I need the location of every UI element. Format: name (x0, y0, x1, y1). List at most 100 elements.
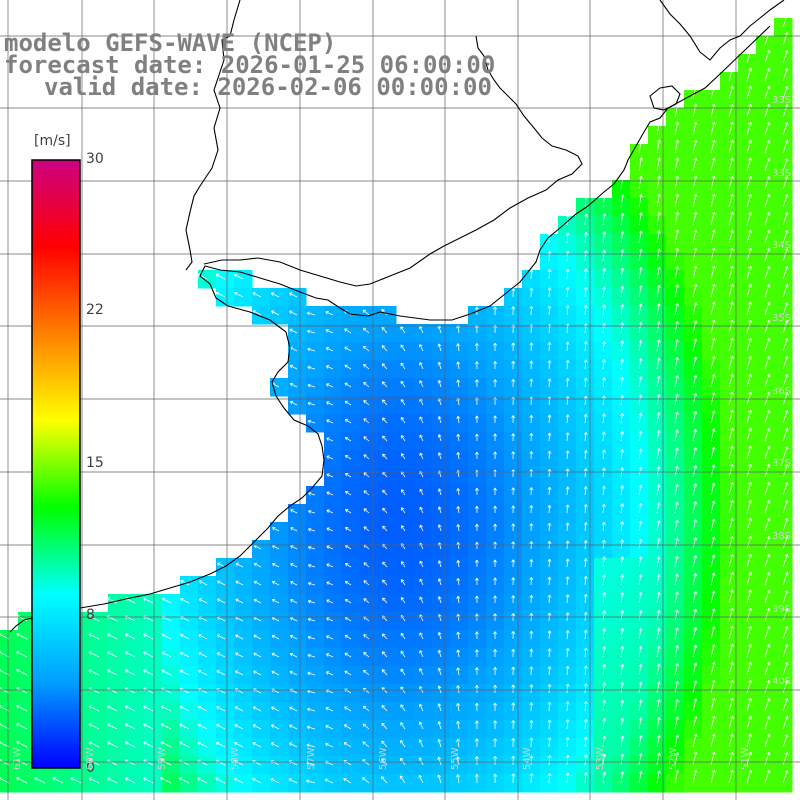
wind-arrow (620, 556, 624, 568)
field-cell (396, 558, 415, 577)
wind-arrow-head (180, 598, 184, 602)
wind-arrow-head (381, 308, 385, 313)
wind-arrow-head (693, 733, 698, 737)
wind-arrow-head (511, 541, 516, 545)
wind-arrow-head (161, 669, 165, 674)
field-cell (486, 540, 505, 559)
field-cell (738, 684, 757, 703)
wind-arrow (746, 266, 752, 280)
wind-arrow-head (400, 650, 404, 655)
wind-arrow-head (179, 705, 183, 710)
field-cell (684, 504, 703, 523)
field-cell (720, 198, 739, 217)
wind-arrow-head (419, 380, 423, 384)
wind-arrow (692, 609, 697, 622)
wind-arrow-head (565, 612, 570, 616)
field-cell (468, 360, 487, 379)
field-cell (468, 540, 487, 559)
field-cell (234, 594, 253, 613)
wind-arrow (566, 468, 569, 478)
wind-arrow-head (493, 595, 498, 599)
wind-arrow-head (638, 646, 643, 650)
field-cell (216, 702, 235, 721)
wind-arrow (381, 651, 388, 658)
wind-arrow-head (620, 267, 625, 271)
wind-arrow-head (675, 103, 680, 107)
wind-arrow (620, 682, 624, 694)
wind-arrow-head (271, 652, 275, 657)
wind-arrow (728, 247, 733, 262)
field-cell (756, 360, 775, 379)
wind-arrow-head (711, 193, 716, 198)
wind-arrow (638, 592, 642, 604)
wind-arrow (656, 610, 660, 622)
field-cell (486, 576, 505, 595)
wind-arrow-head (380, 776, 385, 780)
wind-arrow-head (511, 648, 516, 652)
wind-arrow (656, 376, 660, 388)
wind-arrow (363, 634, 370, 640)
wind-arrow (746, 608, 752, 622)
wind-arrow (746, 698, 752, 712)
wind-arrow (710, 751, 715, 766)
wind-arrow-head (638, 538, 643, 543)
wind-arrow-head (657, 266, 661, 270)
wind-arrow-head (748, 445, 753, 450)
wind-arrow (88, 669, 100, 676)
field-cell (324, 612, 343, 631)
field-cell (720, 414, 739, 433)
field-cell (180, 756, 199, 775)
wind-arrow (656, 520, 660, 532)
wind-arrow-head (419, 596, 423, 600)
wind-arrow (584, 286, 587, 298)
wind-arrow-head (382, 579, 386, 584)
field-cell (576, 468, 595, 487)
wind-arrow (710, 428, 715, 442)
field-cell (378, 540, 397, 559)
field-cell (774, 630, 793, 649)
wind-arrow-head (601, 485, 606, 489)
field-cell (702, 594, 721, 613)
field-cell (594, 450, 613, 469)
wind-arrow-head (234, 706, 238, 710)
wind-arrow (345, 473, 352, 478)
field-cell (270, 576, 289, 595)
field-cell (450, 432, 469, 451)
wind-arrow (400, 740, 406, 748)
wind-arrow-head (602, 413, 606, 417)
wind-arrow (438, 380, 442, 388)
wind-arrow (308, 582, 316, 586)
field-cell (648, 198, 667, 217)
field-cell (774, 774, 793, 793)
wind-arrow (289, 292, 298, 298)
field-cell (432, 702, 451, 721)
field-cell (198, 666, 217, 685)
wind-arrow-head (235, 562, 239, 567)
field-cell (774, 576, 793, 595)
wind-arrow-head (711, 661, 716, 666)
wind-arrow-head (602, 735, 607, 740)
field-cell (414, 432, 433, 451)
wind-arrow-head (711, 428, 716, 432)
wind-arrow-head (363, 382, 367, 386)
wind-arrow-head (197, 705, 202, 710)
wind-arrow (710, 697, 715, 712)
wind-arrow-head (456, 613, 461, 618)
field-cell (360, 414, 379, 433)
wind-arrow (457, 379, 460, 388)
wind-arrow (638, 139, 642, 154)
wind-arrow (728, 482, 733, 496)
field-cell (594, 324, 613, 343)
wind-arrow-head (674, 519, 679, 524)
wind-arrow (457, 343, 460, 352)
wind-arrow-head (161, 597, 166, 602)
field-cell (684, 216, 703, 235)
field-cell (252, 594, 271, 613)
wind-arrow (419, 398, 424, 406)
wind-arrow (566, 558, 569, 568)
field-cell (324, 450, 343, 469)
lat-label-33s: 33S (772, 95, 792, 106)
wind-arrow (710, 644, 715, 658)
field-cell (540, 360, 559, 379)
